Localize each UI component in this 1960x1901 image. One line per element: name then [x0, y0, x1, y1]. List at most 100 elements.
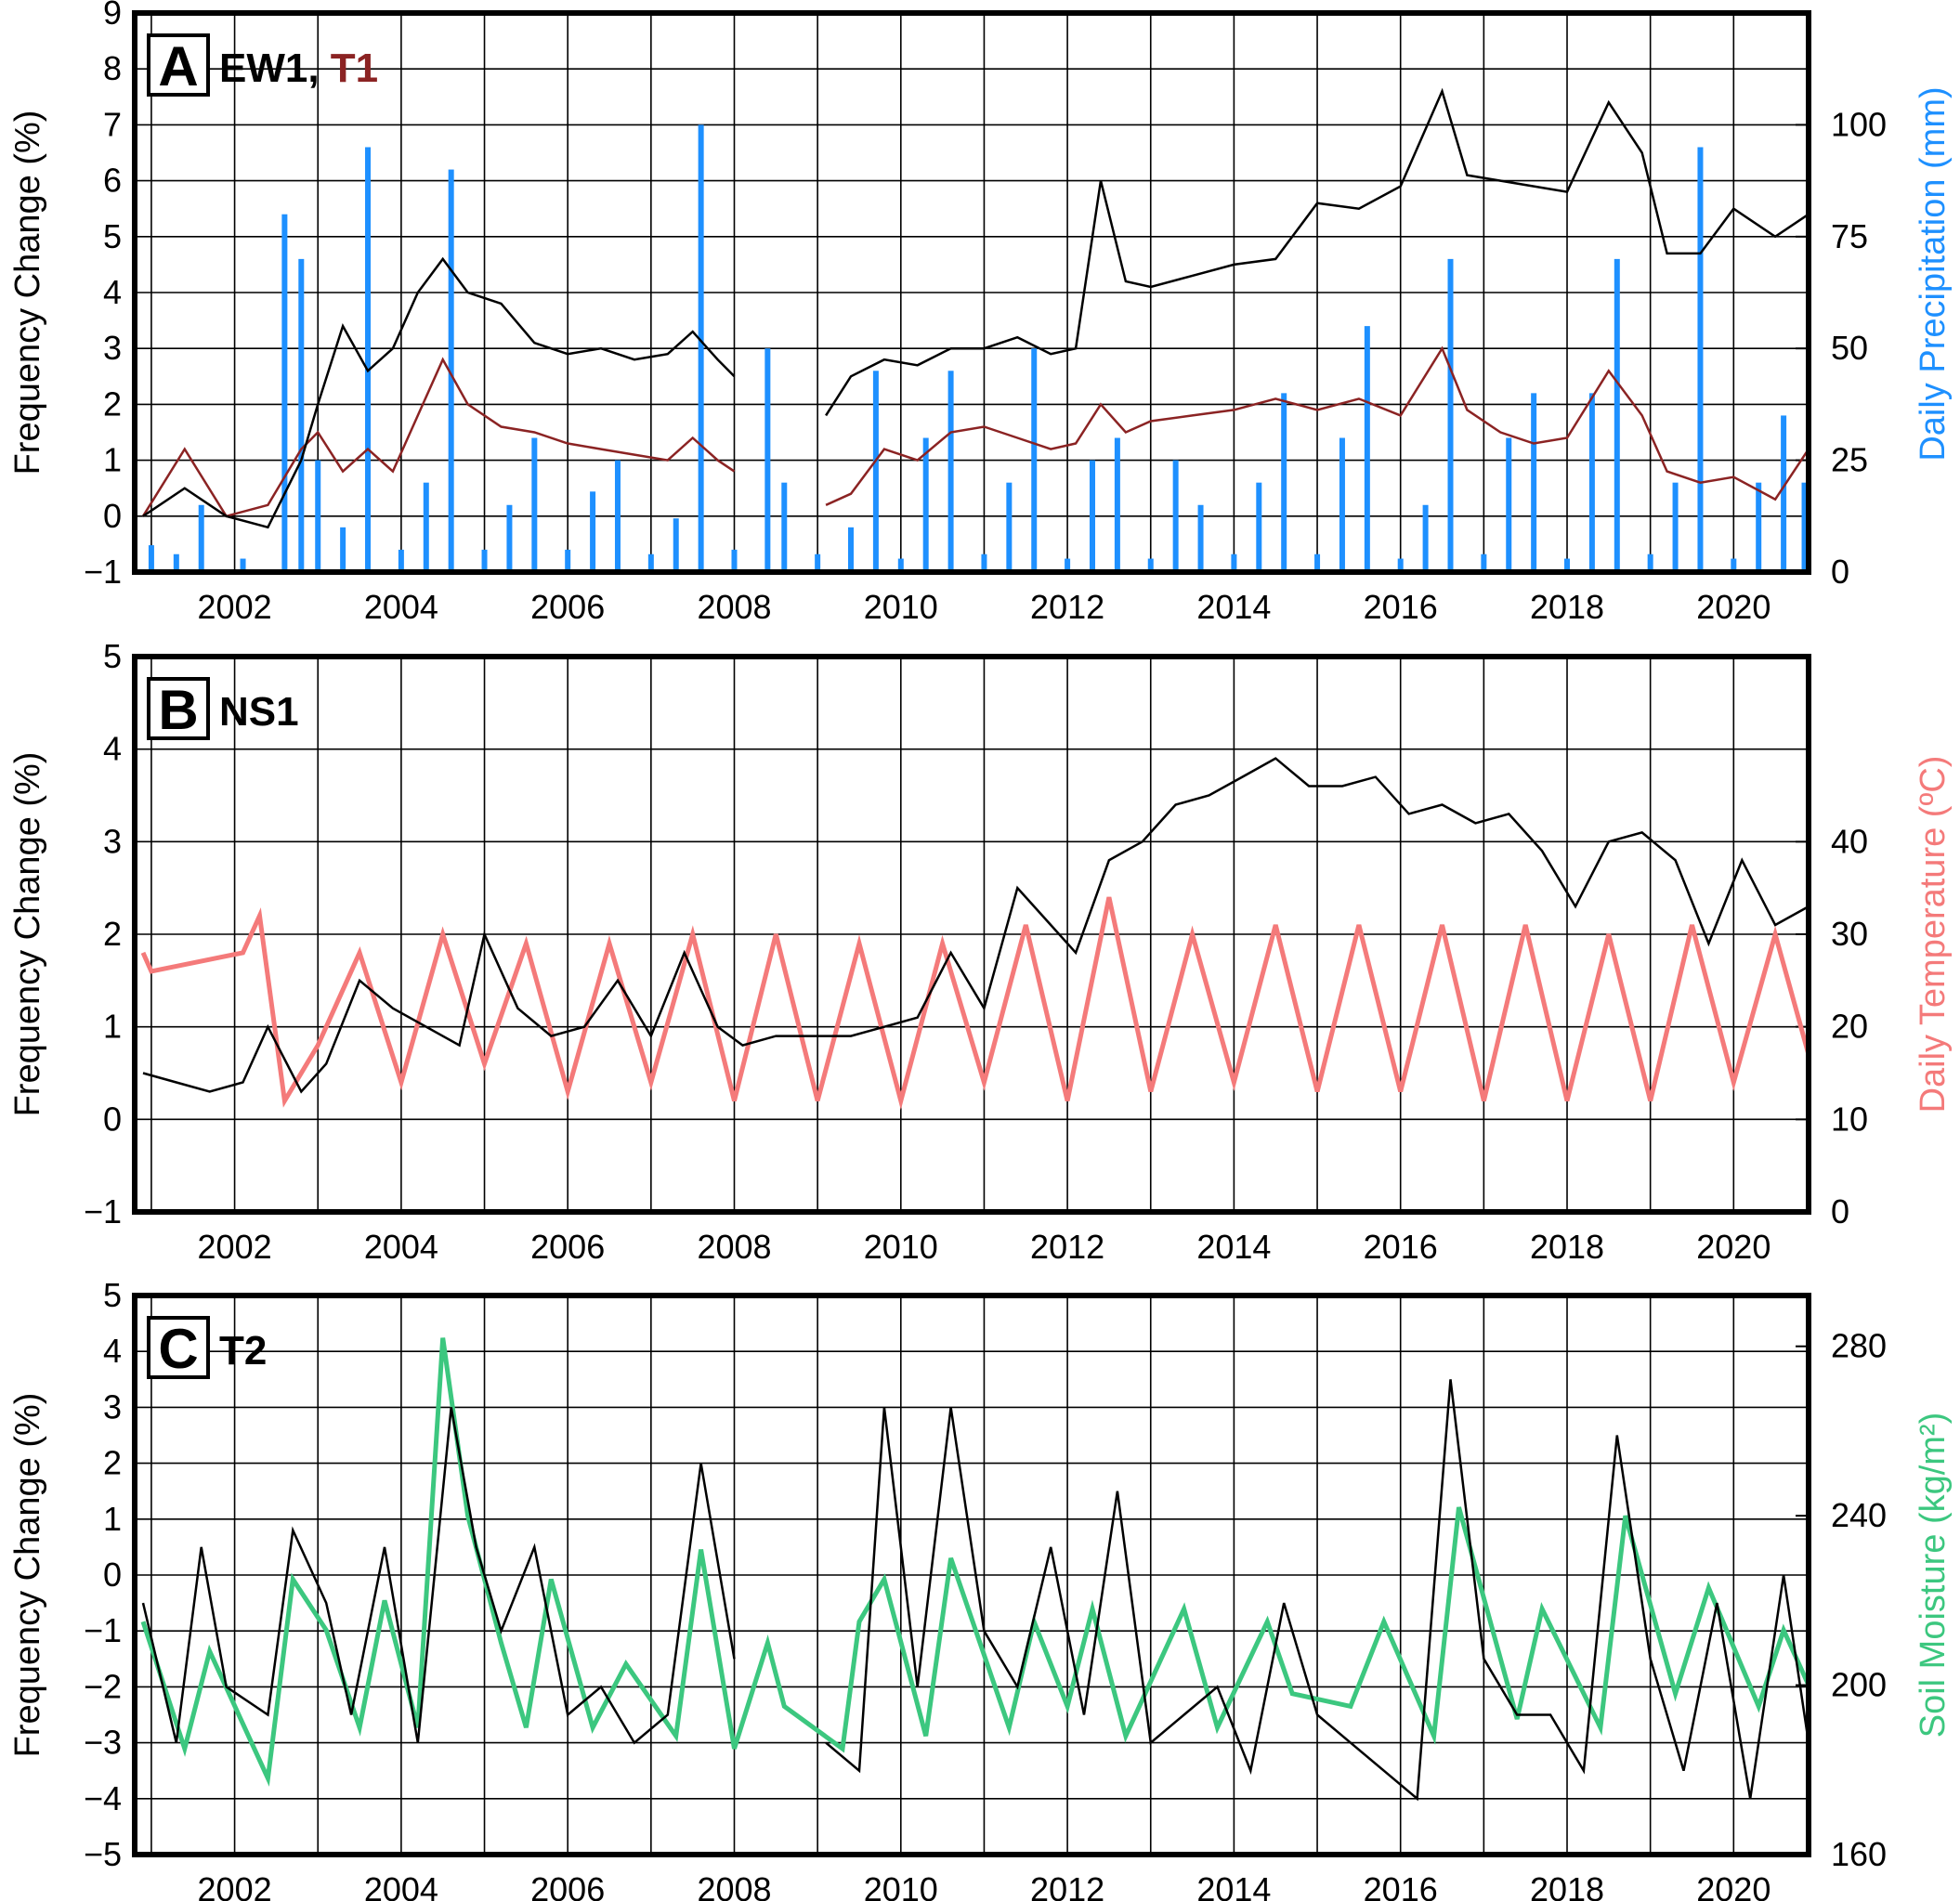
series-line-soil-moisture [140, 1337, 1811, 1787]
x-tick-label: 2004 [364, 588, 438, 626]
precip-bar [1697, 147, 1704, 573]
series-line-t1 [141, 345, 1810, 518]
x-tick-label: 2018 [1530, 588, 1604, 626]
precip-bar [1256, 482, 1262, 572]
x-tick-label: 2016 [1364, 588, 1438, 626]
plot-frame [132, 1293, 1811, 1857]
precip-bar [1447, 258, 1454, 572]
x-tick-label: 2020 [1696, 1870, 1771, 1901]
precip-bar [531, 437, 538, 572]
y-tick-label: −2 [84, 1667, 122, 1705]
precip-bar [731, 549, 738, 572]
x-tick-label: 2002 [198, 1870, 272, 1901]
series-line-ns1 [142, 757, 1810, 1094]
precip-bar [1114, 437, 1120, 572]
y2-tick-label: 200 [1831, 1666, 1887, 1704]
y-tick-label: 3 [103, 1387, 122, 1426]
x-tick-label: 2016 [1364, 1228, 1438, 1266]
y-tick-label: 2 [103, 384, 122, 423]
precip-bar [1531, 393, 1537, 572]
precip-bar [1588, 393, 1595, 572]
x-tick-label: 2020 [1696, 588, 1771, 626]
x-tick-label: 2014 [1196, 1870, 1271, 1901]
precip-bar [1481, 553, 1487, 572]
series-line-ew1 [142, 87, 1810, 529]
precip-bar [298, 258, 305, 572]
precip-bar [614, 460, 621, 572]
precip-bar [281, 214, 288, 572]
x-tick-label: 2002 [198, 1228, 272, 1266]
panel-title-part: T1 [331, 46, 378, 91]
y-tick-label: 0 [103, 1100, 122, 1138]
precip-bar [1339, 437, 1345, 572]
x-tick-label: 2012 [1030, 1870, 1104, 1901]
y-tick-label: 1 [103, 441, 122, 479]
precip-bar [1089, 460, 1095, 572]
precip-bar [764, 348, 771, 572]
x-tick-label: 2016 [1364, 1870, 1438, 1901]
precip-bar [1147, 558, 1154, 572]
y-tick-label: 4 [103, 730, 122, 768]
panel-title-part: T2 [219, 1328, 267, 1374]
precip-bar [198, 504, 204, 572]
precip-bar [1065, 558, 1071, 572]
panel-title: NS1 [219, 689, 299, 735]
precip-bar [1314, 553, 1321, 572]
y2-tick-label: 30 [1831, 915, 1868, 953]
precip-bar [1364, 326, 1370, 572]
y2-axis-label: Daily Precipitation (mm) [1914, 86, 1953, 461]
precip-bar [481, 549, 488, 572]
precip-bar [240, 558, 246, 572]
y2-tick-label: 0 [1831, 553, 1849, 591]
precip-bar [448, 169, 454, 572]
precip-bar [340, 527, 346, 572]
x-tick-label: 2018 [1530, 1228, 1604, 1266]
precip-bar [173, 553, 179, 572]
y-tick-label: 5 [103, 217, 122, 255]
precip-bar [673, 518, 679, 572]
y-tick-label: 8 [103, 49, 122, 87]
panel-letter: C [158, 1318, 198, 1380]
y-tick-label: −3 [84, 1724, 122, 1762]
precip-bar [365, 147, 372, 573]
y-tick-label: 5 [103, 637, 122, 675]
y2-tick-label: 25 [1831, 441, 1868, 479]
x-tick-label: 2008 [697, 588, 771, 626]
y-tick-label: 0 [103, 1556, 122, 1594]
x-tick-label: 2004 [364, 1228, 438, 1266]
panel-title-part: EW1, [219, 46, 331, 91]
precip-bar [1801, 482, 1808, 572]
x-tick-label: 2004 [364, 1870, 438, 1901]
x-tick-label: 2014 [1196, 1228, 1271, 1266]
y2-tick-label: 10 [1831, 1100, 1868, 1138]
precip-bar [848, 527, 855, 572]
precip-bar [1672, 482, 1679, 572]
precip-bar [1197, 504, 1204, 572]
precip-bar [947, 371, 954, 572]
y-tick-label: −1 [84, 1611, 122, 1649]
precip-bar [781, 482, 788, 572]
precip-bar [1031, 348, 1038, 572]
x-tick-label: 2006 [530, 588, 605, 626]
precip-bar [647, 553, 654, 572]
y-tick-label: 9 [103, 0, 122, 32]
y-tick-label: 3 [103, 822, 122, 860]
x-tick-label: 2012 [1030, 1228, 1104, 1266]
y2-tick-label: 240 [1831, 1496, 1887, 1534]
precip-bar [815, 553, 821, 572]
y-tick-label: −5 [84, 1835, 122, 1873]
precip-bar [1231, 553, 1237, 572]
precip-bar [1006, 482, 1013, 572]
y-tick-label: 2 [103, 1444, 122, 1482]
plot-frame [132, 10, 1811, 575]
y-tick-label: 3 [103, 329, 122, 367]
panel-letter-box [147, 1316, 210, 1379]
panel-title-part: NS1 [219, 689, 299, 735]
panel-letter: B [158, 679, 198, 741]
precip-bar [1281, 393, 1287, 572]
precip-bar [1614, 258, 1620, 572]
y2-axis-label: Daily Temperature (ºC) [1914, 756, 1953, 1113]
x-tick-label: 2014 [1196, 588, 1271, 626]
x-tick-label: 2006 [530, 1228, 605, 1266]
